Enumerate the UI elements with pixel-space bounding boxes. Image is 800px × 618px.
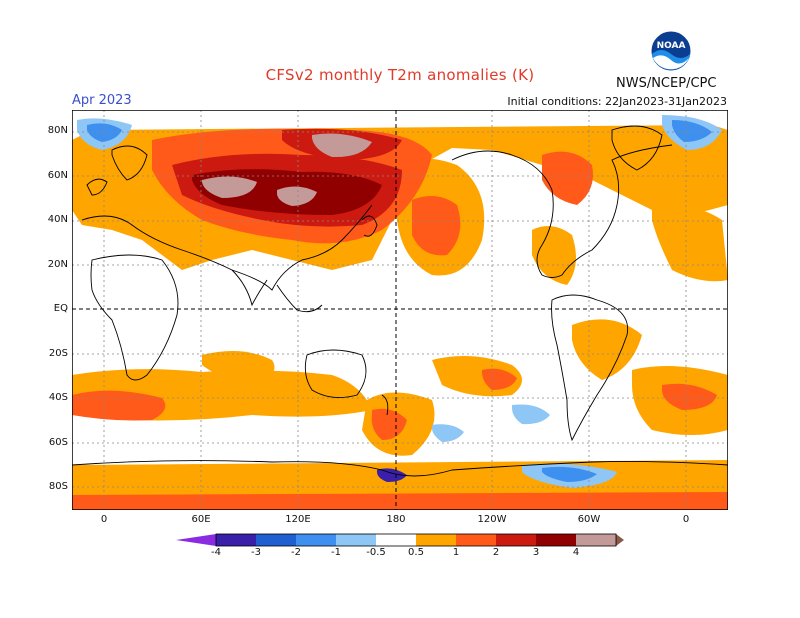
lat-label-eq: EQ [53, 303, 68, 314]
colorbar-label: 1 [452, 547, 460, 558]
lon-label-180: 180 [386, 514, 406, 525]
colorbar-swatch-1-2 [456, 534, 496, 546]
colorbar-label: -0.5 [366, 547, 386, 558]
colorbar-label: 4 [572, 547, 580, 558]
logo-text: NOAA [657, 41, 686, 51]
cool-anomaly-blue [87, 120, 712, 482]
colorbar-label: 3 [532, 547, 540, 558]
lat-label-20s: 20S [48, 348, 68, 359]
cool-anomaly-darkblue [377, 468, 407, 482]
colorbar-swatch-4-5 [576, 534, 616, 546]
agency-label: NWS/NCEP/CPC [616, 76, 717, 91]
warm-anomaly-pink [202, 133, 372, 206]
lat-label-80s: 80S [48, 481, 68, 492]
lat-label-60s: 60S [48, 437, 68, 448]
coastlines [72, 125, 728, 477]
anomaly-map [72, 110, 728, 510]
lon-label-60e: 60E [191, 514, 211, 525]
lat-label-40n: 40N [47, 214, 68, 225]
lat-label-80n: 80N [47, 125, 68, 136]
lon-label-60w: 60W [577, 514, 601, 525]
lon-label-120e: 120E [285, 514, 311, 525]
colorbar-label: 2 [492, 547, 500, 558]
colorbar-swatch-m1-m05 [336, 534, 376, 546]
colorbar-outline [215, 533, 617, 547]
map-reference-lines [72, 110, 728, 510]
lon-label-0: 0 [100, 514, 108, 525]
initial-conditions: Initial conditions: 22Jan2023-31Jan2023 [507, 95, 727, 108]
colorbar-swatch-m2-m1 [296, 534, 336, 546]
colorbar-label: -1 [331, 547, 341, 558]
noaa-logo: NOAA [650, 30, 692, 72]
chart-title: CFSv2 monthly T2m anomalies (K) [265, 66, 535, 84]
colorbar-label: -2 [291, 547, 301, 558]
colorbar-swatch-below-m4 [176, 534, 216, 546]
colorbar-swatch-05-1 [416, 534, 456, 546]
lon-label-0-east: 0 [682, 514, 690, 525]
colorbar-swatch-2-3 [496, 534, 536, 546]
lat-label-60n: 60N [47, 170, 68, 181]
colorbar-label: -3 [251, 547, 261, 558]
colorbar-swatch-neutral [376, 534, 416, 546]
colorbar-label: -4 [211, 547, 221, 558]
forecast-month: Apr 2023 [72, 93, 132, 108]
colorbar-swatch-3-4 [536, 534, 576, 546]
lat-label-40s: 40S [48, 392, 68, 403]
colorbar-swatch-above-5 [616, 534, 624, 546]
lon-label-120w: 120W [477, 514, 507, 525]
colorbar-swatch-m3-m2 [256, 534, 296, 546]
colorbar-swatch-m4-m3 [216, 534, 256, 546]
lat-label-20n: 20N [47, 259, 68, 270]
colorbar-label: 0.5 [408, 547, 424, 558]
